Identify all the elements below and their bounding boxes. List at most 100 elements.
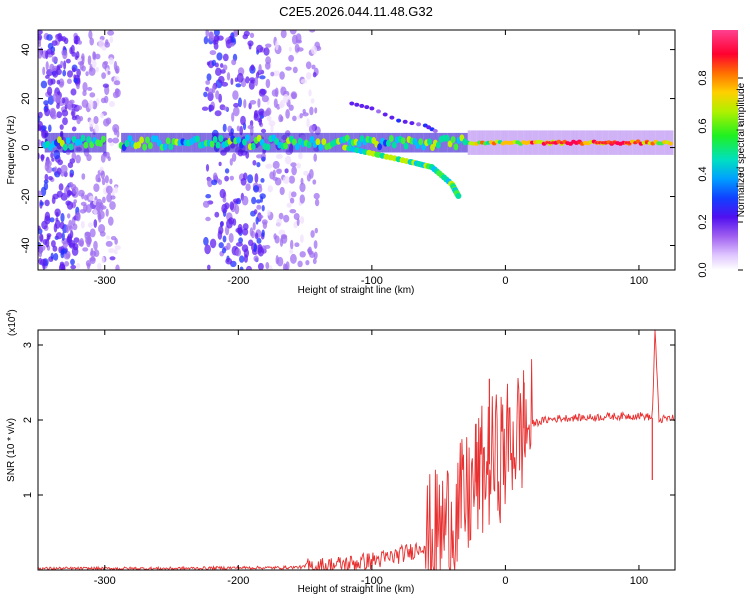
noise-speckle	[218, 242, 224, 249]
band-cell	[98, 139, 103, 147]
noise-speckle	[252, 160, 257, 166]
noise-speckle	[107, 70, 111, 75]
noise-speckle	[260, 128, 267, 134]
noise-speckle	[65, 58, 71, 64]
noise-speckle	[241, 195, 249, 206]
noise-speckle	[264, 244, 271, 249]
noise-speckle	[256, 237, 262, 244]
band-envelope	[247, 132, 251, 153]
noise-speckle	[261, 205, 265, 212]
noise-speckle	[105, 185, 113, 195]
noise-speckle	[266, 115, 272, 122]
noise-speckle	[310, 98, 315, 104]
noise-speckle	[269, 171, 275, 180]
noise-speckle	[299, 251, 306, 258]
noise-speckle	[219, 188, 226, 199]
noise-speckle	[100, 113, 104, 119]
chart-title: C2E5.2026.044.11.48.G32	[279, 4, 433, 19]
noise-speckle	[62, 49, 68, 60]
noise-speckle	[291, 166, 297, 176]
noise-speckle	[218, 161, 222, 167]
noise-speckle	[278, 114, 283, 123]
band-envelope	[444, 132, 448, 153]
noise-speckle	[314, 198, 320, 207]
noise-speckle	[60, 60, 64, 67]
noise-speckle	[95, 201, 101, 212]
band-cell	[162, 143, 168, 151]
noise-speckle	[279, 71, 285, 80]
noise-speckle	[290, 162, 297, 168]
noise-speckle	[235, 248, 242, 257]
noise-speckle	[250, 79, 256, 84]
noise-speckle	[294, 242, 300, 247]
noise-speckle	[100, 153, 106, 163]
noise-speckle	[42, 239, 48, 245]
band-cell	[356, 140, 362, 148]
noise-speckle	[80, 221, 85, 229]
noise-speckle	[105, 208, 109, 217]
noise-speckle	[249, 32, 255, 38]
noise-speckle	[87, 222, 93, 228]
noise-speckle	[292, 66, 298, 74]
noise-speckle	[108, 248, 115, 254]
band-cell	[450, 136, 456, 144]
noise-speckle	[38, 120, 44, 131]
noise-speckle	[63, 60, 67, 70]
noise-speckle	[256, 204, 262, 210]
upper-branch-cell	[364, 105, 370, 110]
noise-speckle	[107, 30, 115, 36]
noise-speckle	[230, 78, 234, 85]
noise-speckle	[101, 256, 105, 264]
band-envelope	[326, 132, 330, 153]
noise-speckle	[101, 177, 106, 186]
y-tick-label: 40	[20, 43, 32, 55]
noise-speckle	[213, 35, 220, 42]
noise-speckle	[201, 106, 209, 111]
noise-speckle	[110, 236, 117, 241]
noise-speckle	[257, 246, 264, 257]
noise-speckle	[224, 168, 230, 174]
noise-speckle	[203, 91, 208, 98]
noise-speckle	[98, 224, 106, 234]
noise-speckle	[88, 99, 94, 110]
noise-speckle	[47, 95, 55, 105]
noise-speckle	[208, 31, 214, 42]
noise-speckle	[231, 152, 237, 162]
noise-speckle	[285, 109, 290, 119]
noise-speckle	[205, 30, 209, 38]
band-cell	[65, 137, 71, 145]
x-tick-label: -300	[94, 575, 116, 587]
noise-speckle	[261, 95, 269, 103]
noise-speckle	[258, 108, 265, 116]
noise-speckle	[205, 80, 211, 85]
noise-speckle	[275, 40, 279, 51]
noise-speckle	[274, 235, 280, 244]
noise-speckle	[38, 115, 41, 123]
upper-branch-cell	[369, 106, 375, 111]
noise-speckle	[85, 71, 89, 77]
noise-speckle	[258, 64, 262, 74]
noise-speckle	[73, 237, 80, 244]
band-cell	[315, 138, 321, 146]
noise-speckle	[46, 233, 52, 238]
noise-speckle	[311, 64, 316, 70]
noise-speckle	[265, 78, 271, 89]
noise-speckle	[221, 81, 229, 87]
snr-line-plot	[38, 330, 675, 570]
noise-speckle	[242, 228, 249, 236]
noise-speckle	[241, 244, 249, 253]
noise-speckle	[54, 208, 61, 217]
y-tick-label: -40	[20, 238, 32, 254]
y-tick-label: -20	[20, 189, 32, 205]
noise-speckle	[87, 86, 93, 91]
noise-speckle	[272, 160, 280, 170]
noise-speckle	[212, 172, 218, 181]
noise-speckle	[226, 72, 231, 81]
band-cell	[430, 144, 435, 151]
noise-speckle	[297, 260, 303, 268]
noise-speckle	[239, 255, 245, 263]
noise-speckle	[104, 175, 109, 184]
noise-speckle	[89, 256, 96, 265]
noise-speckle	[55, 232, 63, 240]
noise-speckle	[262, 221, 268, 229]
